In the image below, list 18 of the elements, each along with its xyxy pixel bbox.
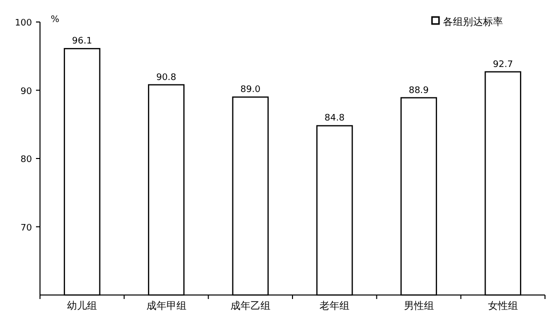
text: 88.9 [408, 86, 429, 96]
x-tick-label: 成年甲组 [146, 300, 186, 312]
x-tick-label: 幼儿组 [67, 300, 98, 312]
text: 92.7 [492, 60, 513, 70]
text: 96.1 [72, 36, 92, 47]
y-axis-title: % [50, 15, 60, 25]
x-tick-label: 女性组 [488, 300, 518, 312]
x-tick-label: 老年组 [320, 300, 350, 312]
y-tick-label: 100 [14, 18, 32, 28]
text: 84.8 [324, 114, 345, 124]
text: 89.0 [240, 85, 260, 96]
y-tick-label: 90 [20, 86, 32, 97]
legend-label: 各组别达标率 [443, 16, 503, 28]
x-tick-label: 成年乙组 [230, 300, 270, 312]
y-tick-label: 80 [20, 155, 32, 165]
y-tick-label: 70 [20, 223, 32, 234]
text: 90.8 [156, 72, 176, 83]
x-tick-label: 男性组 [404, 300, 434, 312]
